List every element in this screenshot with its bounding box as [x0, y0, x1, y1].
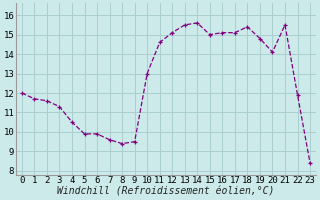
- X-axis label: Windchill (Refroidissement éolien,°C): Windchill (Refroidissement éolien,°C): [57, 187, 275, 197]
